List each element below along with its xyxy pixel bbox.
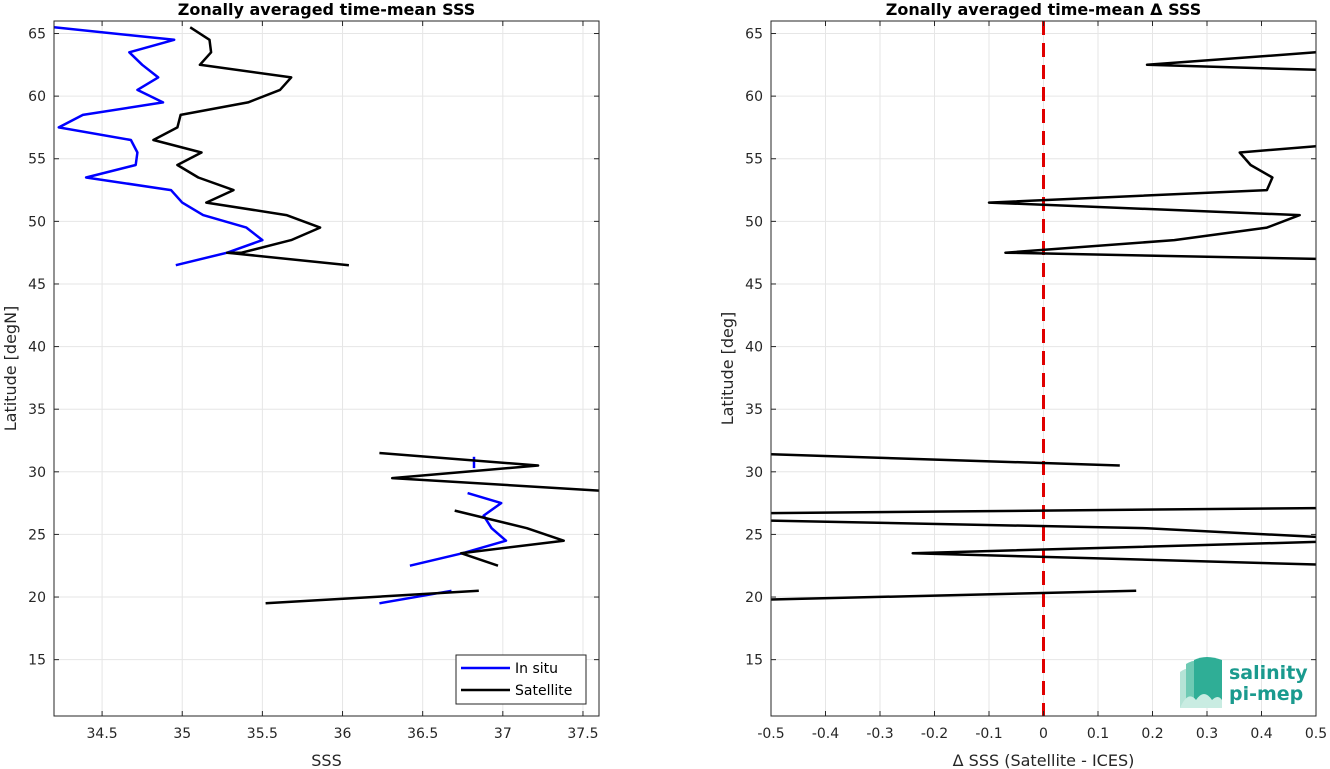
legend-satellite-label: Satellite: [515, 683, 572, 699]
delta-line: [771, 506, 1316, 515]
y-tick-label: 25: [28, 527, 46, 543]
y-tick-label: 45: [28, 277, 46, 293]
x-tick-label: 37: [494, 726, 512, 742]
y-tick-label: 55: [745, 152, 763, 168]
delta-line: [771, 589, 1137, 601]
x-tick-label: 0.5: [1305, 726, 1327, 742]
axes-box: [53, 20, 600, 717]
y-tick-label: 25: [745, 527, 763, 543]
delta-line: [987, 144, 1316, 261]
logo-wave-icon: [1180, 657, 1222, 708]
plot-area: [54, 21, 599, 716]
delta-line: [771, 453, 1120, 467]
x-tick-label: 36: [334, 726, 352, 742]
y-tick-label: 35: [745, 402, 763, 418]
x-axis-label: Δ SSS (Satellite - ICES): [953, 751, 1135, 769]
delta-line: [911, 540, 1316, 566]
x-tick-label: -0.4: [812, 726, 839, 742]
y-tick-label: 40: [745, 340, 763, 356]
y-tick-label: 30: [745, 465, 763, 481]
delta-sss-panel: -0.5 -0.4 -0.3 -0.2 -0.1 0 0.1 0.2 0.3 0.4 0.5 15 20…: [718, 0, 1327, 769]
y-tick-label: 40: [28, 340, 46, 356]
x-tick-label: 35: [173, 726, 191, 742]
y-tick-label: 55: [28, 152, 46, 168]
y-tick-label: 60: [28, 89, 46, 105]
x-tick-label: 36.5: [407, 726, 438, 742]
x-tick-label: -0.1: [975, 726, 1002, 742]
x-tick-label: -0.3: [866, 726, 893, 742]
sss-panel: 34.5 35 35.5 36 36.5 37 37.5 15 20 25 30 35 40 45 50 55…: [1, 0, 600, 769]
satellite-line: [265, 589, 479, 605]
x-tick-label: 35.5: [247, 726, 278, 742]
satellite-line: [379, 451, 599, 492]
y-tick-label: 30: [28, 465, 46, 481]
x-tick-label: 37.5: [567, 726, 598, 742]
x-tick-label: 34.5: [87, 726, 118, 742]
y-tick-label: 65: [745, 27, 763, 43]
x-tick-label: -0.5: [757, 726, 784, 742]
x-tick-label: -0.2: [921, 726, 948, 742]
delta-line: [771, 519, 1316, 539]
x-tick-label: 0.3: [1196, 726, 1218, 742]
satellite-line: [454, 509, 565, 567]
x-tick-label: 0.1: [1087, 726, 1109, 742]
delta-line: [1145, 51, 1316, 72]
y-tick-label: 35: [28, 402, 46, 418]
x-tick-label: 0.2: [1141, 726, 1163, 742]
legend: In situ Satellite: [455, 654, 587, 705]
chart-title: Zonally averaged time-mean Δ SSS: [886, 0, 1202, 19]
y-tick-label: 50: [745, 214, 763, 230]
satellite-line: [152, 26, 350, 267]
y-tick-label: 15: [28, 653, 46, 669]
x-axis-label: SSS: [311, 751, 341, 769]
salinity-pi-mep-logo: salinity pi-mep: [1180, 657, 1308, 708]
y-tick-label: 45: [745, 277, 763, 293]
y-tick-label: 20: [28, 590, 46, 606]
y-tick-label: 50: [28, 214, 46, 230]
y-tick-label: 65: [28, 27, 46, 43]
chart-title: Zonally averaged time-mean SSS: [178, 0, 476, 19]
legend-in-situ-label: In situ: [515, 661, 558, 677]
y-axis-label: Latitude [deg]: [718, 312, 737, 426]
y-tick-label: 20: [745, 590, 763, 606]
x-tick-label: 0: [1039, 726, 1048, 742]
logo-line2: pi-mep: [1229, 683, 1303, 705]
in-situ-line: [54, 26, 264, 267]
y-tick-label: 60: [745, 89, 763, 105]
y-axis-label: Latitude [degN]: [1, 306, 20, 432]
logo-line1: salinity: [1229, 662, 1308, 684]
x-tick-label: 0.4: [1250, 726, 1272, 742]
y-tick-label: 15: [745, 653, 763, 669]
